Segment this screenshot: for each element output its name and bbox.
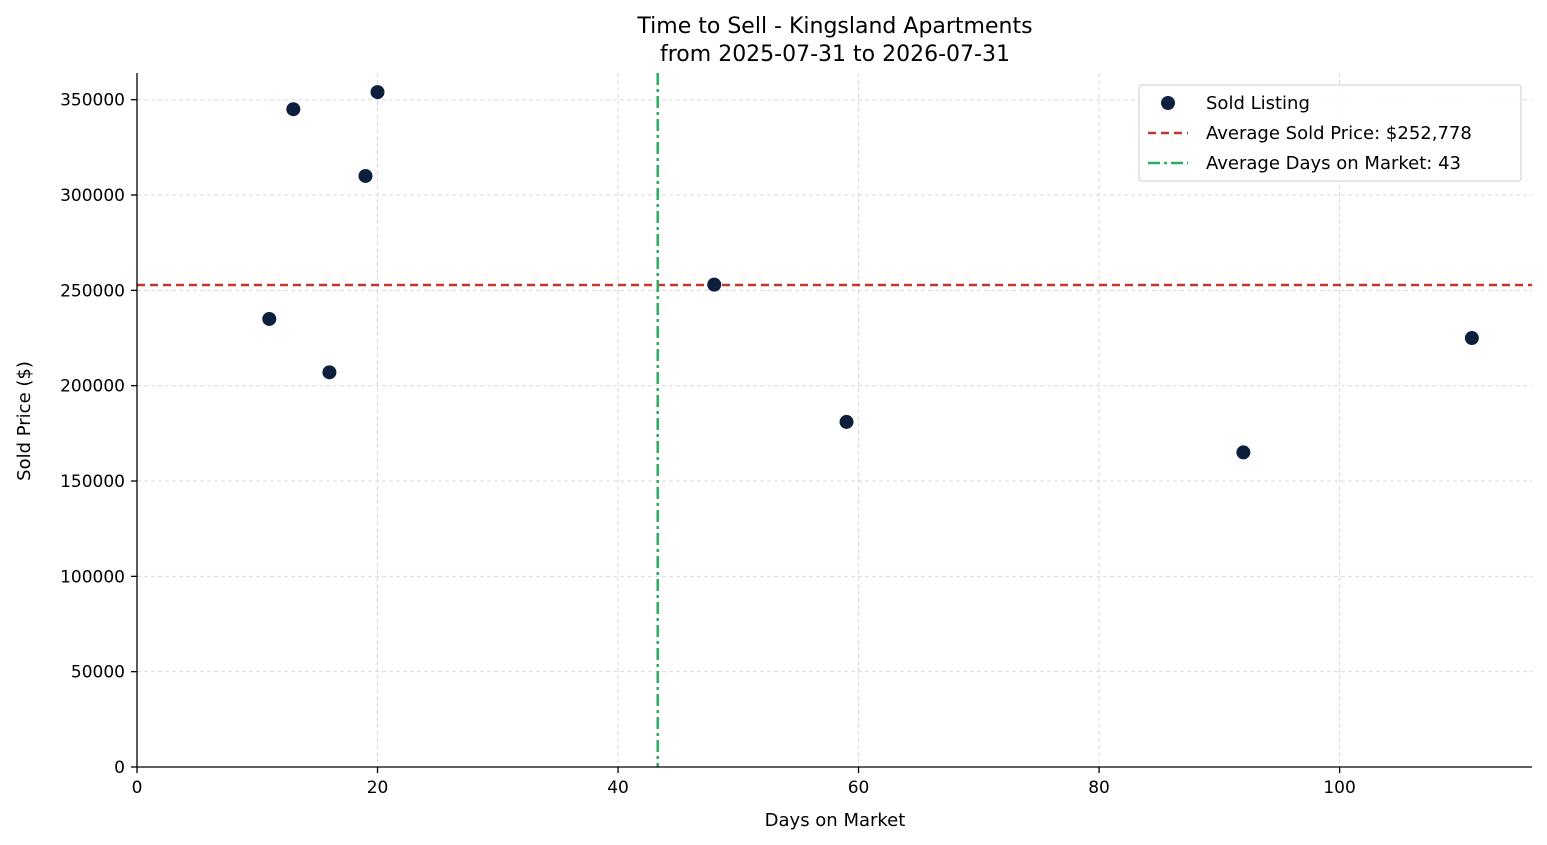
x-tick-label: 60 [848, 778, 870, 798]
x-tick-label: 40 [607, 778, 629, 798]
y-tick-label: 250000 [60, 281, 125, 301]
chart-title: Time to Sell - Kingsland Apartments [636, 14, 1032, 39]
data-point [370, 85, 385, 100]
legend-marker-sold-listing [1161, 96, 1175, 110]
grid [137, 73, 1532, 767]
y-tick-label: 150000 [60, 472, 125, 492]
y-tick-label: 0 [114, 758, 125, 778]
legend-frame [1138, 84, 1522, 182]
legend-label-average-days: Average Days on Market: 43 [1206, 153, 1461, 174]
x-tick-label: 80 [1088, 778, 1110, 798]
data-point [286, 102, 301, 117]
legend: Sold Listing Average Sold Price: $252,77… [1138, 84, 1522, 182]
y-tick-label: 50000 [71, 663, 125, 683]
data-point [322, 365, 337, 380]
y-tick-label: 350000 [60, 91, 125, 111]
data-point [1236, 445, 1251, 460]
data-point [707, 277, 722, 292]
x-tick-label: 20 [367, 778, 389, 798]
x-axis-label: Days on Market [765, 810, 906, 831]
y-ticks: 0 50000 100000 150000 200000 250000 300000 3500… [60, 91, 137, 778]
y-axis-label: Sold Price ($) [14, 361, 35, 481]
x-ticks: 0 20 40 60 80 100 [132, 767, 1356, 798]
y-tick-label: 100000 [60, 567, 125, 587]
reference-lines [137, 73, 1532, 767]
data-point [839, 414, 854, 429]
x-tick-label: 0 [132, 778, 143, 798]
chart-subtitle: from 2025-07-31 to 2026-07-31 [660, 42, 1010, 67]
y-tick-label: 300000 [60, 186, 125, 206]
data-points [262, 85, 1479, 460]
axes [136, 73, 1532, 768]
data-point [262, 311, 277, 326]
legend-label-average-price: Average Sold Price: $252,778 [1206, 123, 1472, 144]
y-tick-label: 200000 [60, 377, 125, 397]
data-point [1464, 331, 1479, 346]
legend-label-sold-listing: Sold Listing [1206, 93, 1310, 114]
x-tick-label: 100 [1323, 778, 1355, 798]
data-point [358, 168, 373, 183]
